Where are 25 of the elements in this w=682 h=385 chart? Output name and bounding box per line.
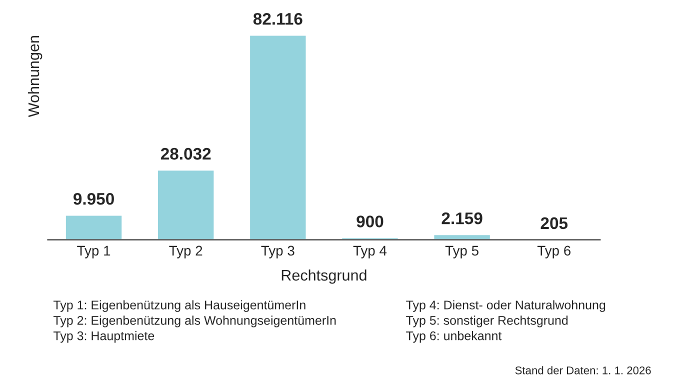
- text: Typ 2: Eigenbenützung als WohnungseigentümerIn: [53, 316, 336, 328]
- text: Typ 1: Eigenbenützung als HauseigentümerIn: [53, 300, 306, 312]
- bar: [64, 214, 124, 240]
- text: Typ 3: Hauptmiete: [53, 331, 154, 343]
- text: Typ 6: unbekannt: [406, 331, 502, 343]
- x-tick-label: Typ 2: [169, 246, 202, 258]
- y-axis-title: Wohnungen: [28, 36, 42, 118]
- data-label: 28.032: [160, 148, 211, 160]
- x-tick-label: Typ 3: [261, 246, 294, 258]
- data-label: 82.116: [253, 12, 302, 25]
- data-label: 2.159: [442, 212, 482, 224]
- bar: [248, 35, 308, 240]
- x-axis-title: Rechtsgrund: [282, 269, 366, 284]
- x-tick-label: Typ 6: [537, 246, 570, 258]
- x-tick-label: Typ 4: [353, 246, 387, 258]
- text: Stand der Daten: 1. 1. 2026: [515, 366, 651, 374]
- data-label: 9.950: [74, 192, 114, 205]
- bar: [432, 234, 492, 240]
- x-tick-label: Typ 5: [445, 246, 478, 258]
- data-label: 900: [356, 216, 384, 228]
- bar: [156, 169, 216, 240]
- data-label: 205: [540, 217, 568, 230]
- text: Typ 5: sonstiger Rechtsgrund: [406, 316, 568, 328]
- x-tick-label: Typ 1: [77, 246, 110, 258]
- text: Typ 4: Dienst- oder Naturalwohnung: [406, 300, 606, 312]
